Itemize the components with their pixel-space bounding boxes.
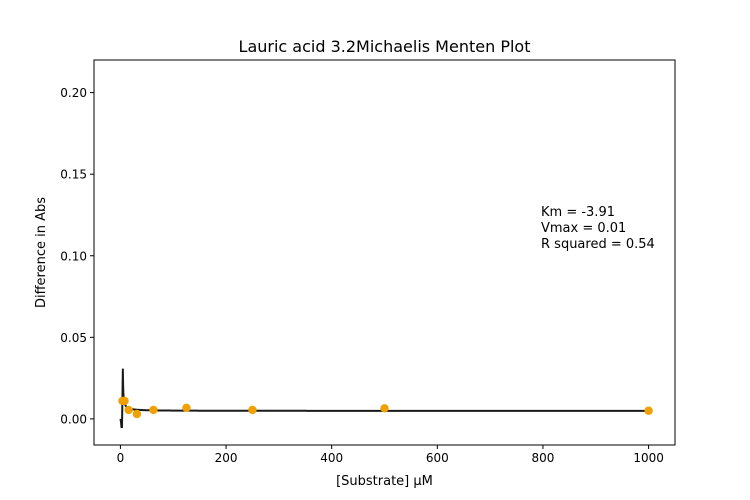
data-point [132, 409, 142, 419]
y-axis-ticks: 0.00 0.05 0.10 0.15 0.20 [60, 86, 94, 426]
x-axis-label: [Substrate] µM [336, 474, 433, 489]
km-annotation: Km = -3.91 [541, 205, 615, 220]
chart-title: Lauric acid 3.2Michaelis Menten Plot [239, 37, 531, 56]
data-point [644, 406, 653, 415]
data-point [124, 405, 133, 415]
x-axis-ticks: 0 200 400 600 800 1000 [117, 445, 664, 465]
y-tick-label: 0.10 [60, 249, 87, 263]
y-tick-label: 0.15 [60, 168, 87, 182]
data-point [380, 404, 389, 413]
r-squared-annotation: R squared = 0.54 [541, 237, 655, 252]
data-point [248, 405, 257, 415]
x-tick-label: 0 [117, 451, 125, 465]
x-tick-label: 600 [426, 451, 449, 465]
x-tick-label: 1000 [633, 451, 664, 465]
x-tick-label: 800 [532, 451, 555, 465]
vmax-annotation: Vmax = 0.01 [541, 221, 626, 236]
data-point [120, 396, 129, 406]
data-point [182, 403, 191, 413]
x-tick-label: 400 [320, 451, 343, 465]
y-tick-label: 0.05 [60, 331, 87, 345]
y-tick-label: 0.00 [60, 412, 87, 426]
x-tick-label: 200 [215, 451, 238, 465]
data-point [149, 405, 158, 415]
y-axis-label: Difference in Abs [34, 197, 49, 308]
series-layer [118, 368, 653, 429]
plot-frame [93, 59, 676, 446]
plot-area [94, 60, 675, 445]
y-tick-label: 0.20 [60, 86, 87, 100]
fit-statistics: Km = -3.91 Vmax = 0.01 R squared = 0.54 [541, 205, 655, 252]
